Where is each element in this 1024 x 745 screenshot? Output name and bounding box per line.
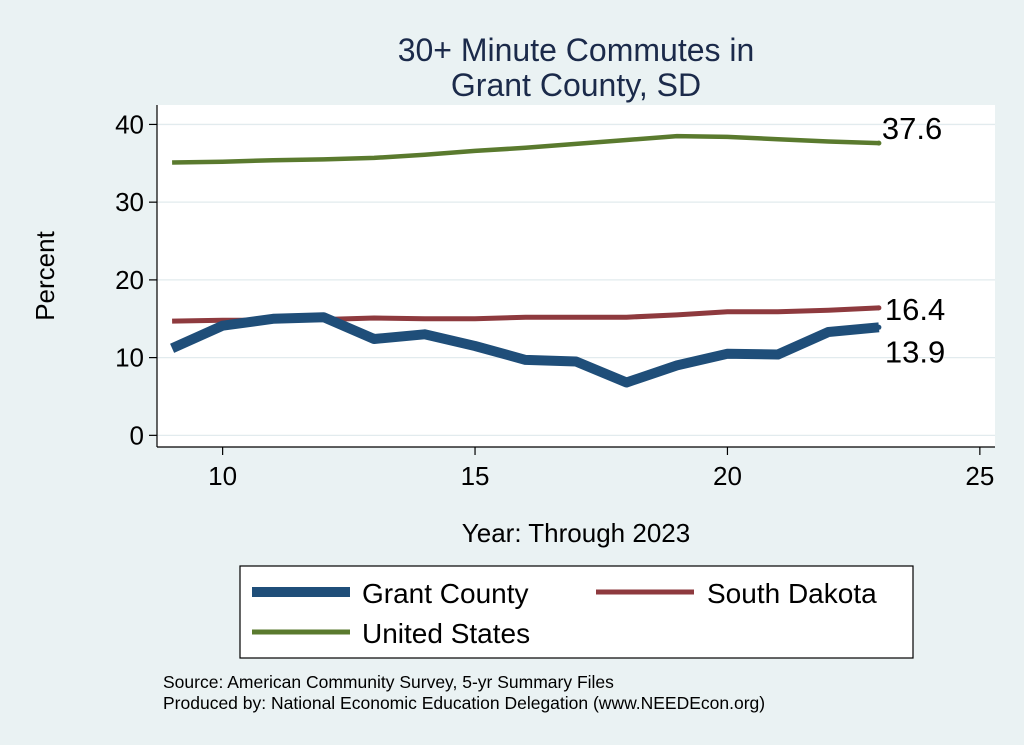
x-tick-label-10: 10: [208, 461, 237, 491]
data-point-united-states: [876, 140, 882, 146]
data-point-south-dakota: [876, 305, 882, 311]
y-tick-label-0: 0: [130, 420, 144, 450]
end-labels: 37.6 16.4 13.9: [882, 111, 945, 369]
y-ticks: 0 10 20 30 40: [115, 109, 157, 450]
series-layer: [170, 133, 882, 388]
y-tick-label-20: 20: [115, 265, 144, 295]
legend-label-grant-county: Grant County: [362, 578, 529, 609]
x-tick-label-15: 15: [461, 461, 490, 491]
chart-title-line-1: 30+ Minute Commutes in: [398, 32, 755, 68]
y-tick-label-10: 10: [115, 343, 144, 373]
x-tick-label-20: 20: [713, 461, 742, 491]
source-note: Source: American Community Survey, 5-yr …: [163, 672, 614, 692]
x-axis-title: Year: Through 2023: [462, 518, 690, 548]
y-tick-label-40: 40: [115, 109, 144, 139]
legend-box: [239, 565, 914, 659]
series-line-grant-county: [170, 312, 880, 388]
legend: Grant County South Dakota United States: [239, 565, 914, 659]
plot-area: [157, 105, 995, 447]
end-label-united-states: 37.6: [882, 111, 942, 146]
series-line-united-states: [172, 133, 879, 165]
legend-label-south-dakota: South Dakota: [707, 578, 877, 609]
end-label-grant-county: 13.9: [885, 334, 945, 369]
y-axis-title: Percent: [30, 230, 60, 320]
end-label-south-dakota: 16.4: [885, 292, 945, 327]
x-tick-label-25: 25: [965, 461, 994, 491]
produced-by-note: Produced by: National Economic Education…: [163, 693, 765, 713]
data-point-grant-county: [876, 324, 882, 330]
x-ticks: 10 15 20 25: [208, 447, 994, 491]
gridlines: [157, 123, 995, 436]
legend-label-united-states: United States: [362, 618, 530, 649]
chart-title-line-2: Grant County, SD: [451, 67, 701, 103]
y-tick-label-30: 30: [115, 187, 144, 217]
